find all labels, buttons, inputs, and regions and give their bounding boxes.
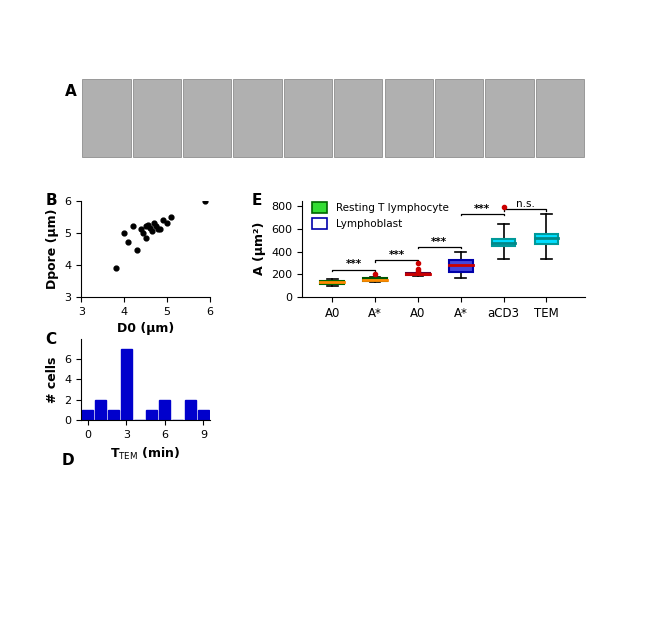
Text: E: E [252,193,262,208]
Bar [146,410,157,421]
Point [140,232,151,243]
Point [138,227,149,238]
FancyBboxPatch shape [435,79,483,157]
Text: A: A [64,84,76,99]
FancyBboxPatch shape [385,79,433,157]
Bar [82,410,93,421]
FancyBboxPatch shape [492,239,515,246]
Y-axis label: # cells: # cells [46,356,59,402]
FancyBboxPatch shape [320,281,344,284]
FancyBboxPatch shape [334,79,382,157]
Point [136,224,146,234]
Y-axis label: A (μm²): A (μm²) [253,222,266,276]
Point [123,237,133,247]
Bar [198,410,209,421]
Text: D: D [62,453,74,468]
FancyBboxPatch shape [284,79,332,157]
X-axis label: D0 (μm): D0 (μm) [117,322,174,336]
Text: B: B [46,193,57,208]
Point [153,224,164,234]
FancyBboxPatch shape [535,234,558,244]
Text: C: C [46,332,57,347]
Point [147,226,157,236]
FancyBboxPatch shape [536,79,584,157]
Y-axis label: Dpore (μm): Dpore (μm) [46,209,59,289]
Text: ***: *** [474,204,490,214]
Legend: Resting T lymphocyte, Lymphoblast: Resting T lymphocyte, Lymphoblast [307,198,452,233]
Point [155,224,166,234]
Point [149,218,159,228]
FancyBboxPatch shape [406,273,430,275]
Point [162,218,172,228]
FancyBboxPatch shape [233,79,281,157]
Point [200,195,211,205]
Bar [121,349,132,421]
Bar [95,400,106,421]
FancyBboxPatch shape [363,278,387,281]
Text: n.s.: n.s. [515,199,534,209]
Point [119,227,129,238]
Point [132,245,142,256]
FancyBboxPatch shape [83,79,131,157]
FancyBboxPatch shape [133,79,181,157]
X-axis label: T$_{\rm TEM}$ (min): T$_{\rm TEM}$ (min) [111,446,181,462]
Point [142,220,153,230]
Bar [159,400,170,421]
FancyBboxPatch shape [486,79,534,157]
Point [151,221,161,231]
Bar [185,400,196,421]
Bar [108,410,119,421]
Point [166,211,176,222]
FancyBboxPatch shape [183,79,231,157]
Point [111,263,121,273]
FancyBboxPatch shape [449,260,473,272]
Text: ***: *** [346,260,362,269]
Point [127,221,138,231]
Text: ***: *** [432,236,447,247]
Point [140,221,151,231]
Point [144,223,155,233]
Point [157,214,168,225]
Text: ***: *** [389,251,404,260]
